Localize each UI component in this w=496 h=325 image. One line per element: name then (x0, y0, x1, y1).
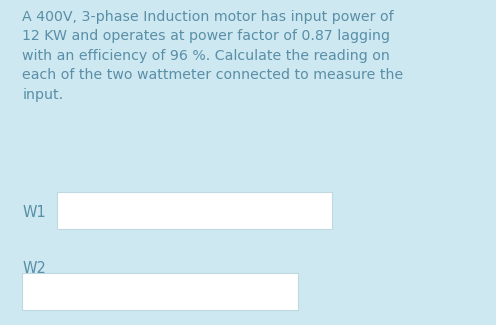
Text: A 400V, 3-phase Induction motor has input power of
12 KW and operates at power f: A 400V, 3-phase Induction motor has inpu… (22, 10, 404, 102)
FancyBboxPatch shape (22, 273, 298, 310)
FancyBboxPatch shape (57, 192, 332, 229)
Text: W1: W1 (22, 205, 46, 220)
Text: W2: W2 (22, 261, 46, 276)
